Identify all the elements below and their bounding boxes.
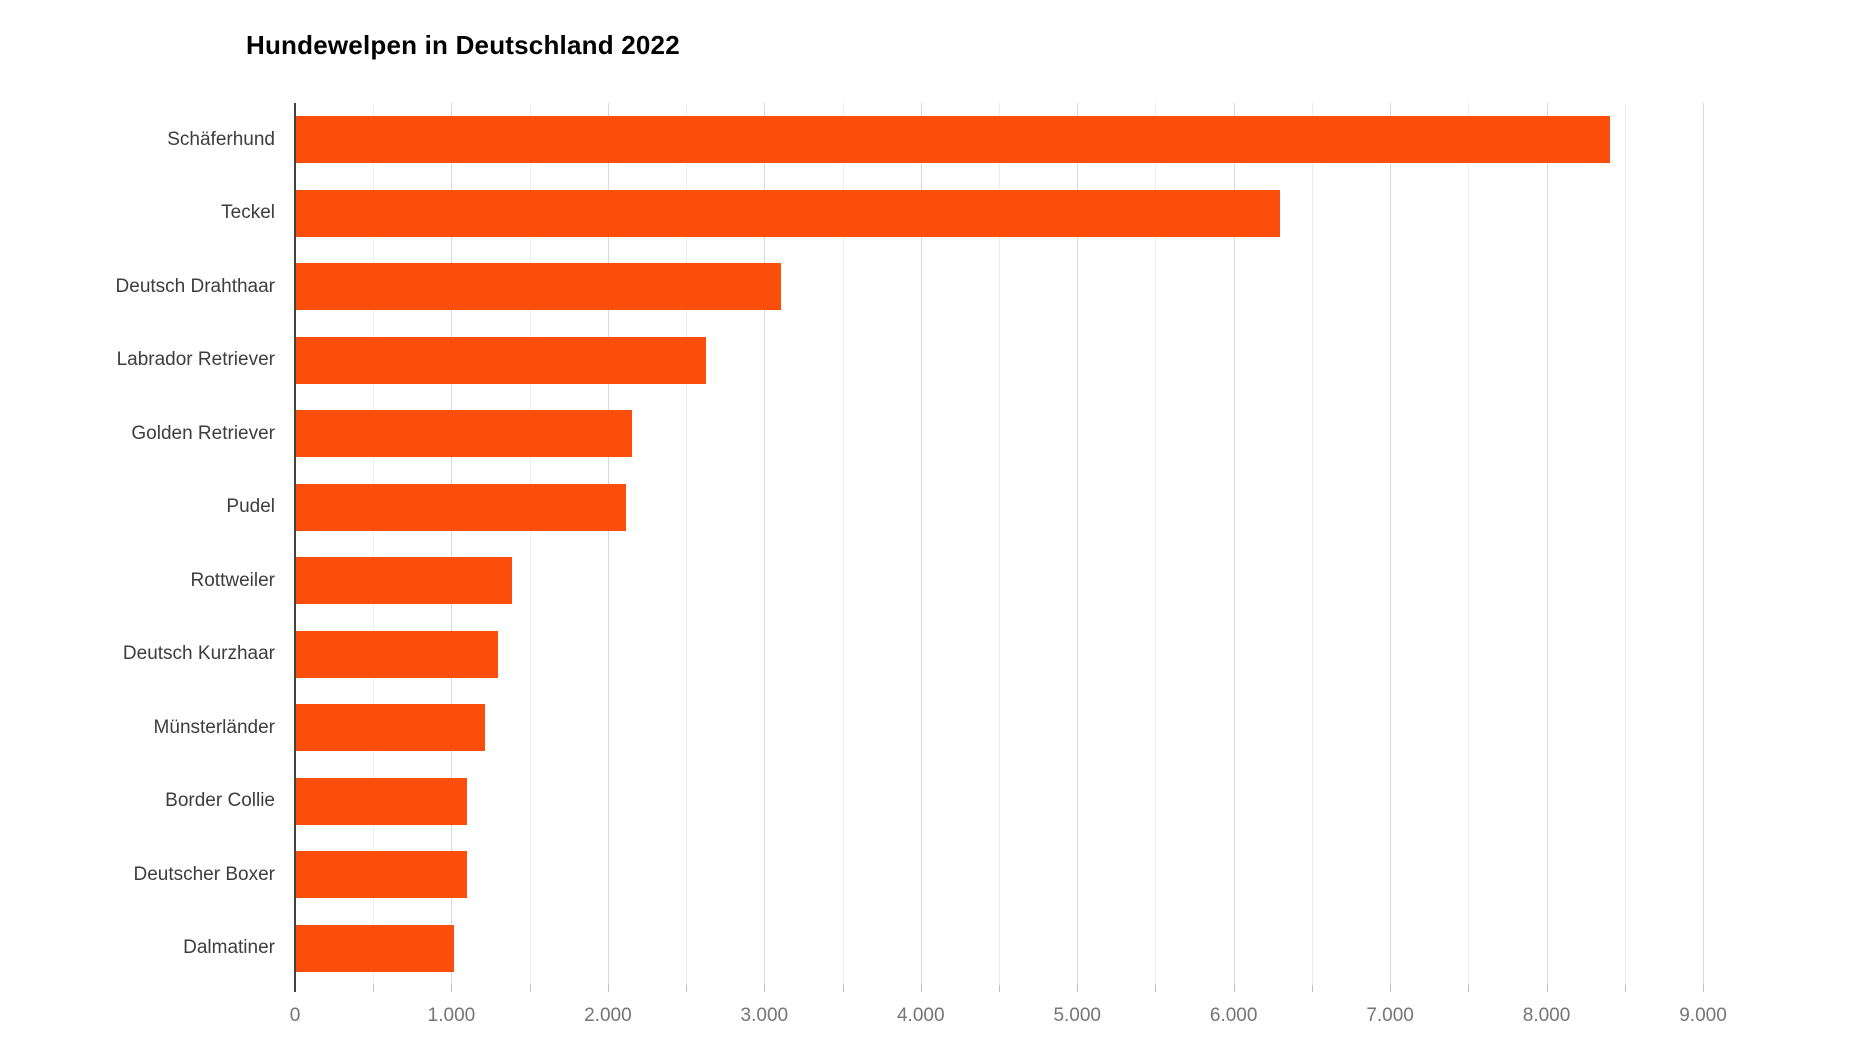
category-label: Münsterländer bbox=[153, 716, 275, 738]
x-tick-label: 5.000 bbox=[1053, 1005, 1101, 1026]
axis-tick bbox=[1624, 985, 1626, 992]
axis-tick bbox=[529, 985, 531, 992]
x-tick-label: 2.000 bbox=[584, 1005, 632, 1026]
category-label: Deutsch Drahthaar bbox=[115, 275, 275, 297]
gridline bbox=[1546, 103, 1548, 985]
x-tick-label: 1.000 bbox=[427, 1005, 476, 1026]
bar bbox=[296, 336, 706, 384]
x-tick-label: 4.000 bbox=[896, 1005, 945, 1026]
axis-tick bbox=[1390, 985, 1392, 992]
gridline bbox=[373, 103, 375, 985]
gridline bbox=[999, 103, 1000, 985]
bar bbox=[296, 777, 467, 825]
x-tick-label: 9.000 bbox=[1679, 1005, 1727, 1026]
category-label: Dalmatiner bbox=[183, 937, 275, 959]
gridline bbox=[1311, 103, 1313, 985]
gridline bbox=[607, 103, 609, 985]
axis-tick bbox=[764, 985, 766, 992]
axis-tick bbox=[999, 985, 1000, 992]
bar bbox=[296, 410, 632, 458]
x-tick-label: 0 bbox=[289, 1005, 301, 1026]
gridline bbox=[1624, 103, 1626, 985]
x-tick-label: 7.000 bbox=[1366, 1005, 1414, 1026]
axis-tick bbox=[1546, 985, 1548, 992]
gridline bbox=[1390, 103, 1392, 985]
category-label: Pudel bbox=[226, 496, 275, 518]
axis-tick bbox=[1703, 985, 1704, 992]
bar bbox=[296, 851, 467, 899]
bar bbox=[296, 483, 626, 531]
bar bbox=[296, 704, 485, 752]
category-label: Border Collie bbox=[165, 790, 275, 812]
bar bbox=[296, 263, 781, 311]
axis-tick bbox=[373, 985, 375, 992]
gridline bbox=[529, 103, 531, 985]
axis-tick bbox=[607, 985, 609, 992]
x-tick-label: 3.000 bbox=[740, 1005, 789, 1026]
axis-tick bbox=[842, 985, 844, 992]
category-label: Deutscher Boxer bbox=[133, 863, 275, 885]
gridline bbox=[764, 103, 766, 985]
y-axis-line bbox=[294, 103, 296, 992]
gridline bbox=[1155, 103, 1157, 985]
axis-tick bbox=[1233, 985, 1235, 992]
axis-tick bbox=[1155, 985, 1157, 992]
gridline bbox=[451, 103, 453, 985]
bar bbox=[296, 557, 512, 605]
x-tick-label: 6.000 bbox=[1209, 1005, 1258, 1026]
category-label: Rottweiler bbox=[190, 569, 275, 591]
gridline bbox=[920, 103, 922, 985]
gridline bbox=[1468, 103, 1470, 985]
gridline bbox=[1233, 103, 1235, 985]
category-label: Golden Retriever bbox=[131, 422, 275, 444]
axis-tick bbox=[1311, 985, 1313, 992]
gridline bbox=[1703, 103, 1704, 985]
category-label: Schäferhund bbox=[167, 128, 275, 150]
axis-tick bbox=[1077, 985, 1079, 992]
category-label: Deutsch Kurzhaar bbox=[122, 643, 275, 665]
bar bbox=[296, 924, 454, 972]
x-tick-label: 8.000 bbox=[1522, 1005, 1571, 1026]
axis-tick bbox=[1468, 985, 1470, 992]
bar bbox=[296, 189, 1280, 237]
category-label: Teckel bbox=[221, 202, 275, 224]
category-label: Labrador Retriever bbox=[116, 349, 275, 371]
bar bbox=[296, 116, 1610, 164]
axis-tick bbox=[686, 985, 688, 992]
gridline bbox=[686, 103, 688, 985]
bar bbox=[296, 630, 498, 678]
axis-tick bbox=[451, 985, 453, 992]
axis-tick bbox=[920, 985, 922, 992]
gridline bbox=[1077, 103, 1079, 985]
chart-title: Hundewelpen in Deutschland 2022 bbox=[246, 30, 680, 60]
gridline bbox=[842, 103, 844, 985]
